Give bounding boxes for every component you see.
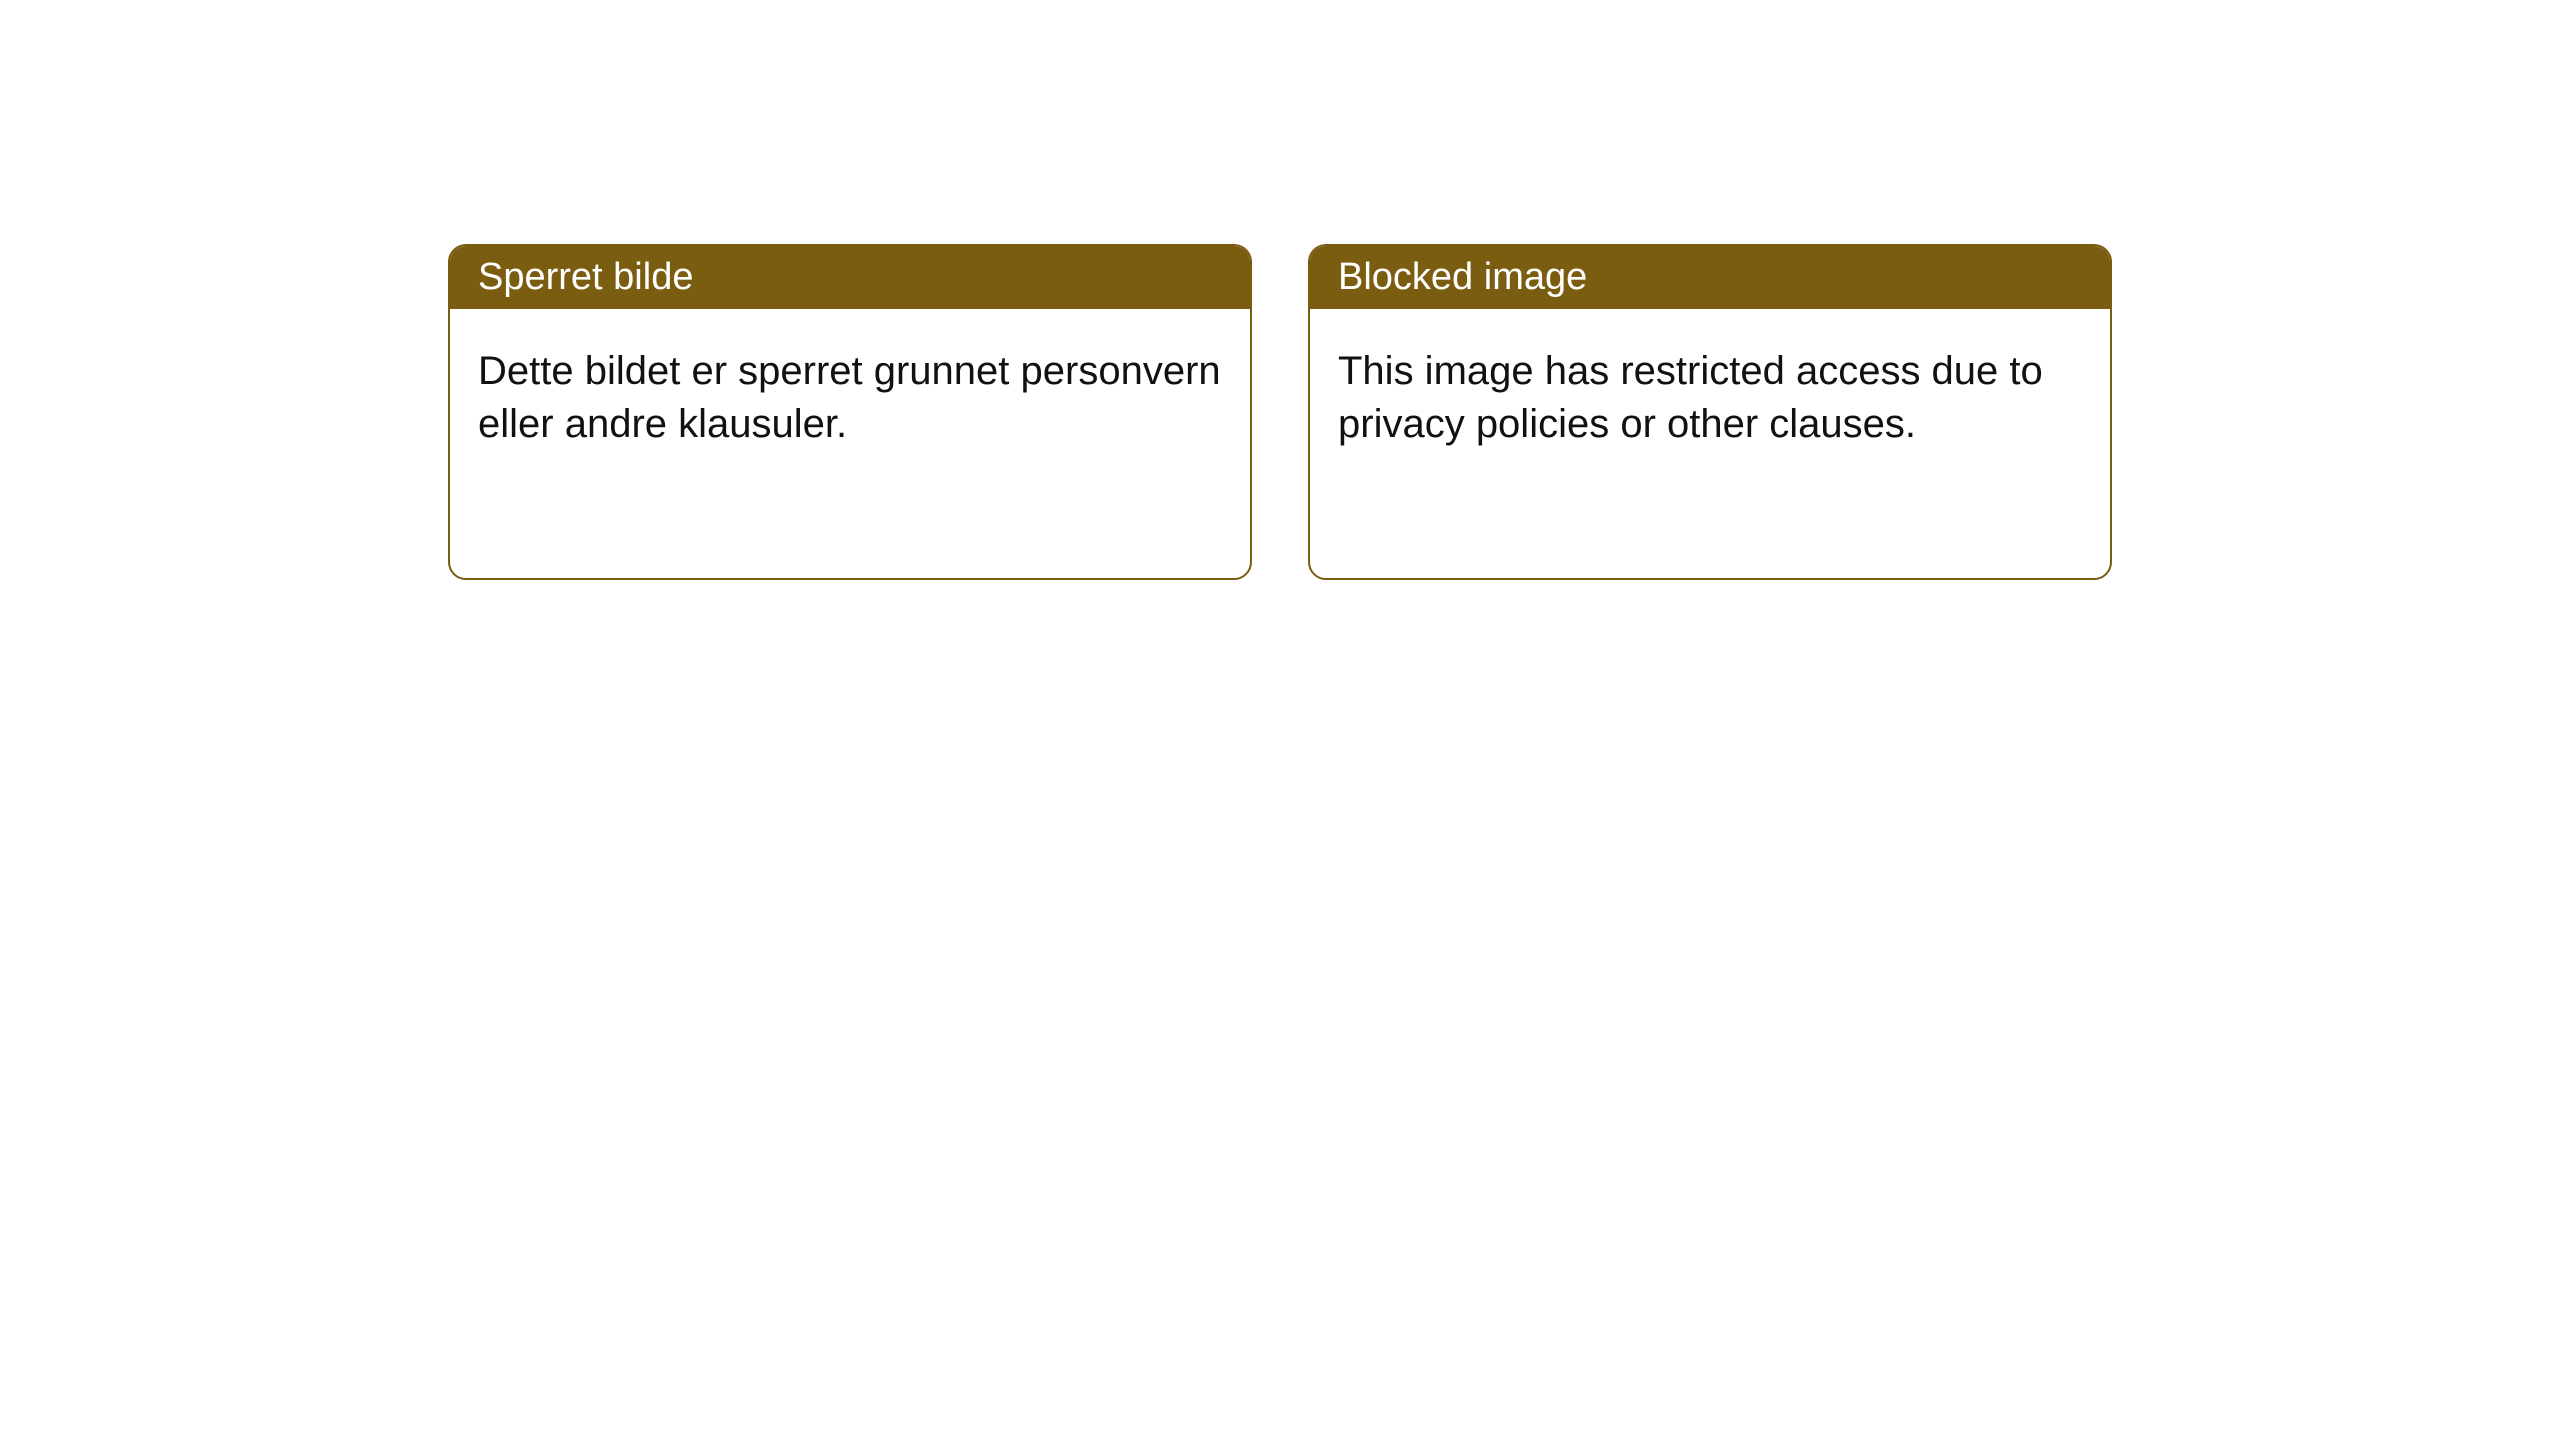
card-body-text: This image has restricted access due to … bbox=[1338, 349, 2043, 446]
card-title: Blocked image bbox=[1338, 256, 1587, 298]
notice-container: Sperret bilde Dette bildet er sperret gr… bbox=[0, 0, 2560, 580]
card-body: Dette bildet er sperret grunnet personve… bbox=[450, 309, 1250, 487]
card-body-text: Dette bildet er sperret grunnet personve… bbox=[478, 349, 1221, 446]
card-header: Sperret bilde bbox=[450, 246, 1250, 309]
blocked-image-card-en: Blocked image This image has restricted … bbox=[1308, 244, 2112, 580]
card-title: Sperret bilde bbox=[478, 256, 693, 298]
card-header: Blocked image bbox=[1310, 246, 2110, 309]
card-body: This image has restricted access due to … bbox=[1310, 309, 2110, 487]
blocked-image-card-no: Sperret bilde Dette bildet er sperret gr… bbox=[448, 244, 1252, 580]
